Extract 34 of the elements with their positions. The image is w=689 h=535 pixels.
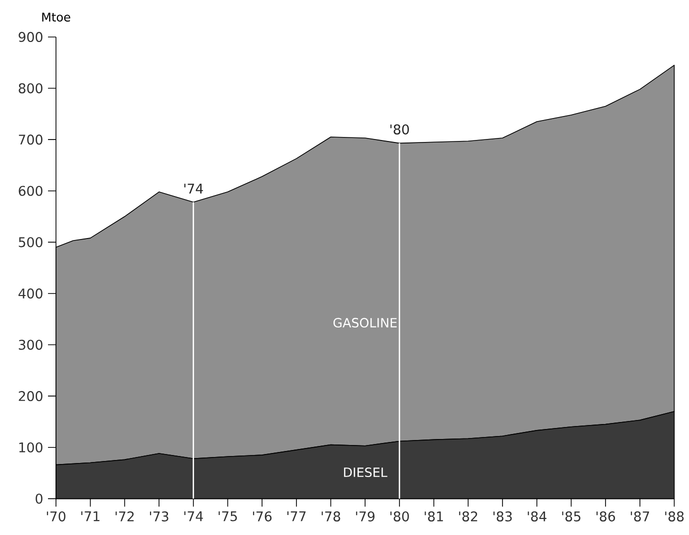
x-tick-label: '84 — [528, 512, 546, 522]
y-tick-label: 0 — [36, 494, 42, 504]
x-tick-label: '78 — [322, 512, 340, 522]
y-tick-label: 300 — [18, 340, 42, 350]
x-tick-label: '85 — [562, 512, 580, 522]
y-tick-label: 100 — [19, 442, 42, 453]
x-tick-label: '74 — [184, 512, 203, 522]
x-tick-label: '71 — [81, 512, 100, 522]
x-tick-label: '87 — [630, 512, 650, 522]
y-axis-title: Mtoe — [42, 12, 70, 22]
y-tick-label: 600 — [18, 186, 42, 196]
x-tick-label: '70 — [46, 512, 66, 522]
series-label: DIESEL — [344, 468, 388, 478]
x-tick-label: '73 — [150, 512, 168, 522]
x-tick-label: '79 — [356, 512, 374, 522]
x-tick-label: '88 — [665, 512, 684, 522]
x-tick-label: '75 — [218, 512, 237, 522]
annotation: '80 — [390, 124, 409, 135]
x-tick-label: '80 — [390, 512, 409, 522]
x-tick-label: '72 — [116, 512, 134, 522]
x-tick-label: '81 — [424, 512, 443, 522]
x-tick-label: '83 — [493, 512, 512, 522]
x-tick-label: '82 — [459, 512, 478, 522]
y-tick-label: 400 — [18, 288, 42, 299]
x-tick-label: '76 — [253, 512, 272, 522]
x-tick-label: '86 — [596, 512, 616, 522]
series-label: GASOLINE — [333, 318, 397, 328]
y-tick-label: 900 — [18, 32, 42, 42]
y-tick-label: 500 — [18, 237, 42, 248]
x-tick-label: '77 — [287, 512, 306, 522]
y-tick-label: 200 — [18, 391, 42, 402]
y-tick-label: 700 — [18, 134, 42, 145]
annotation: '74 — [184, 184, 203, 194]
y-tick-label: 800 — [18, 83, 42, 94]
